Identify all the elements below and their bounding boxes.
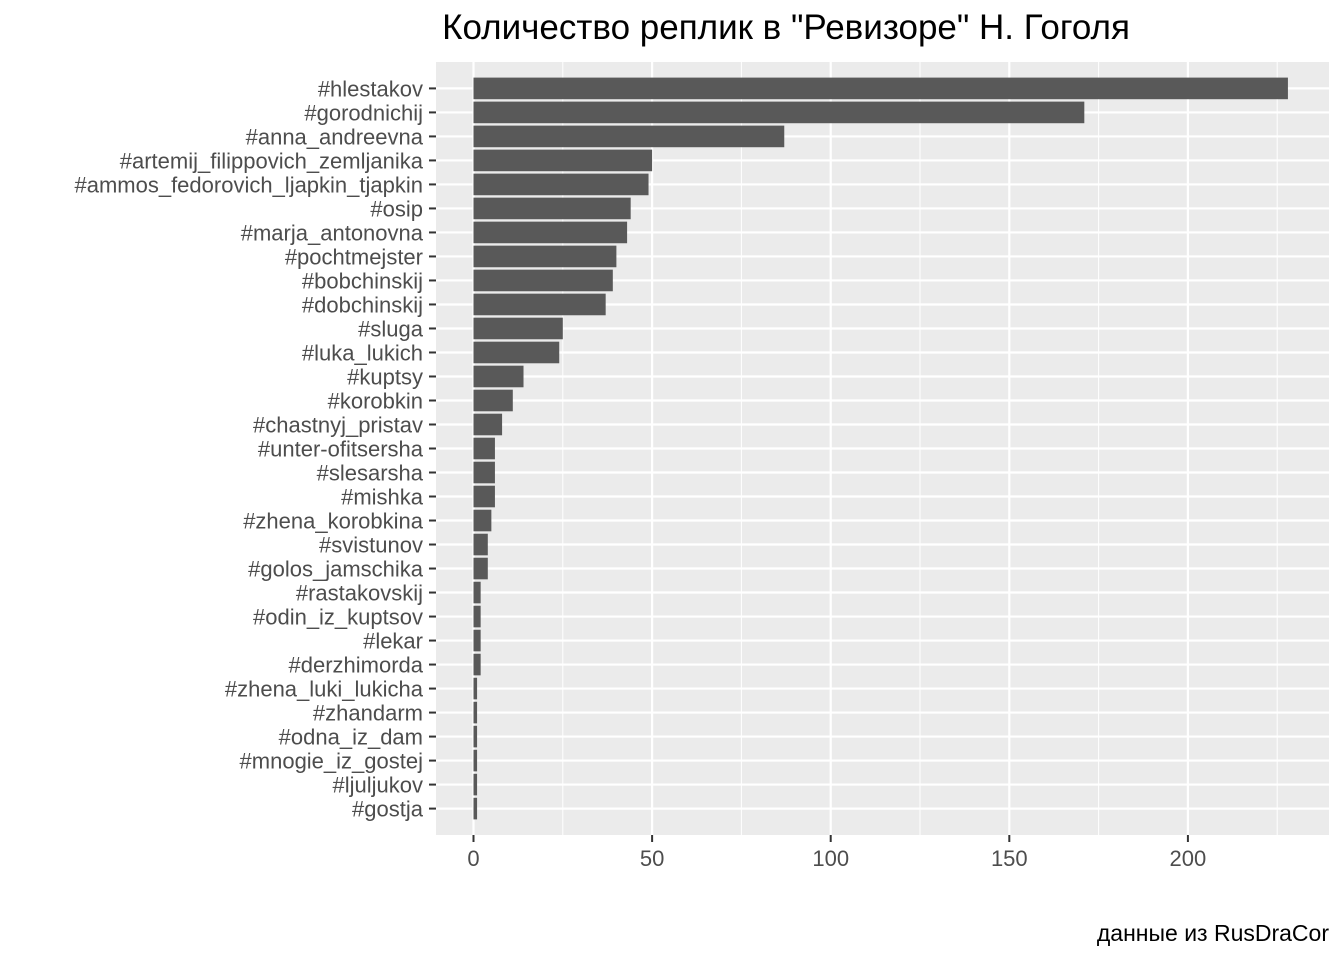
y-tick-label: #kuptsy — [347, 364, 423, 389]
bar-zhena_korobkina — [473, 509, 492, 532]
y-tick-label: #anna_andreevna — [246, 124, 424, 149]
y-tick-label: #odna_iz_dam — [279, 725, 423, 750]
y-tick-label: #gostja — [352, 797, 424, 822]
y-tick-label: #chastnyj_pristav — [253, 412, 423, 437]
bar-gorodnichij — [473, 101, 1085, 124]
bar-kuptsy — [473, 365, 524, 388]
y-tick-label: #pochtmejster — [285, 244, 423, 269]
bar-ammos_fedorovich_ljapkin_tjapkin — [473, 173, 649, 196]
bar-chastnyj_pristav — [473, 413, 503, 436]
bar-slesarsha — [473, 461, 495, 484]
x-tick-label: 50 — [640, 846, 664, 871]
bar-svistunov — [473, 533, 488, 556]
bar-hlestakov — [473, 77, 1288, 100]
bar-mnogie_iz_gostej — [473, 749, 478, 772]
bar-anna_andreevna — [473, 125, 785, 148]
y-tick-label: #ljuljukov — [333, 773, 424, 798]
bar-bobchinskij — [473, 269, 613, 292]
bar-zhandarm — [473, 701, 478, 724]
y-tick-label: #ammos_fedorovich_ljapkin_tjapkin — [74, 172, 423, 197]
y-tick-label: #odin_iz_kuptsov — [253, 605, 423, 630]
bar-golos_jamschika — [473, 557, 488, 580]
bar-pochtmejster — [473, 245, 617, 268]
bar-lekar — [473, 629, 481, 652]
bar-artemij_filippovich_zemljanika — [473, 149, 653, 172]
y-tick-label: #unter-ofitsersha — [258, 437, 424, 462]
bar-dobchinskij — [473, 293, 606, 316]
chart-title: Количество реплик в "Ревизоре" Н. Гоголя — [442, 8, 1130, 47]
bar-ljuljukov — [473, 773, 478, 796]
bars-group — [473, 77, 1288, 820]
x-tick-label: 200 — [1170, 846, 1207, 871]
bar-odin_iz_kuptsov — [473, 605, 481, 628]
y-tick-label: #dobchinskij — [302, 292, 423, 317]
y-tick-label: #mishka — [341, 485, 424, 510]
bar-osip — [473, 197, 631, 220]
bar-unter-ofitsersha — [473, 437, 495, 460]
y-tick-label: #derzhimorda — [288, 653, 423, 678]
y-tick-label: #sluga — [358, 316, 424, 341]
y-tick-label: #bobchinskij — [302, 268, 423, 293]
y-tick-label: #svistunov — [319, 533, 423, 558]
y-tick-label: #slesarsha — [317, 461, 424, 486]
y-tick-label: #artemij_filippovich_zemljanika — [120, 148, 424, 173]
x-tick-label: 150 — [991, 846, 1028, 871]
x-axis: 0 50 100 150 200 — [467, 835, 1206, 871]
bar-sluga — [473, 317, 563, 340]
y-tick-label: #lekar — [363, 629, 423, 654]
y-tick-label: #mnogie_iz_gostej — [240, 749, 423, 774]
y-tick-label: #hlestakov — [318, 76, 423, 101]
bar-derzhimorda — [473, 653, 481, 676]
x-tick-label: 100 — [812, 846, 849, 871]
bar-odna_iz_dam — [473, 725, 478, 748]
y-tick-label: #golos_jamschika — [248, 557, 424, 582]
bar-korobkin — [473, 389, 513, 412]
y-tick-label: #luka_lukich — [302, 340, 423, 365]
y-tick-label: #marja_antonovna — [241, 220, 424, 245]
bar-rastakovskij — [473, 581, 481, 604]
chart-caption: данные из RusDraCor — [1097, 920, 1329, 946]
bar-marja_antonovna — [473, 221, 628, 244]
bar-gostja — [473, 797, 478, 820]
bar-mishka — [473, 485, 495, 508]
bar-zhena_luki_lukicha — [473, 677, 478, 700]
y-tick-label: #zhena_luki_lukicha — [225, 677, 424, 702]
y-axis: #hlestakov#gorodnichij#anna_andreevna#ar… — [74, 76, 436, 822]
x-tick-label: 0 — [467, 846, 479, 871]
bar-luka_lukich — [473, 341, 560, 364]
y-tick-label: #korobkin — [328, 388, 423, 413]
y-tick-label: #gorodnichij — [304, 100, 423, 125]
y-tick-label: #rastakovskij — [296, 581, 423, 606]
y-tick-label: #osip — [370, 196, 423, 221]
y-tick-label: #zhandarm — [313, 701, 423, 726]
y-tick-label: #zhena_korobkina — [243, 509, 424, 534]
